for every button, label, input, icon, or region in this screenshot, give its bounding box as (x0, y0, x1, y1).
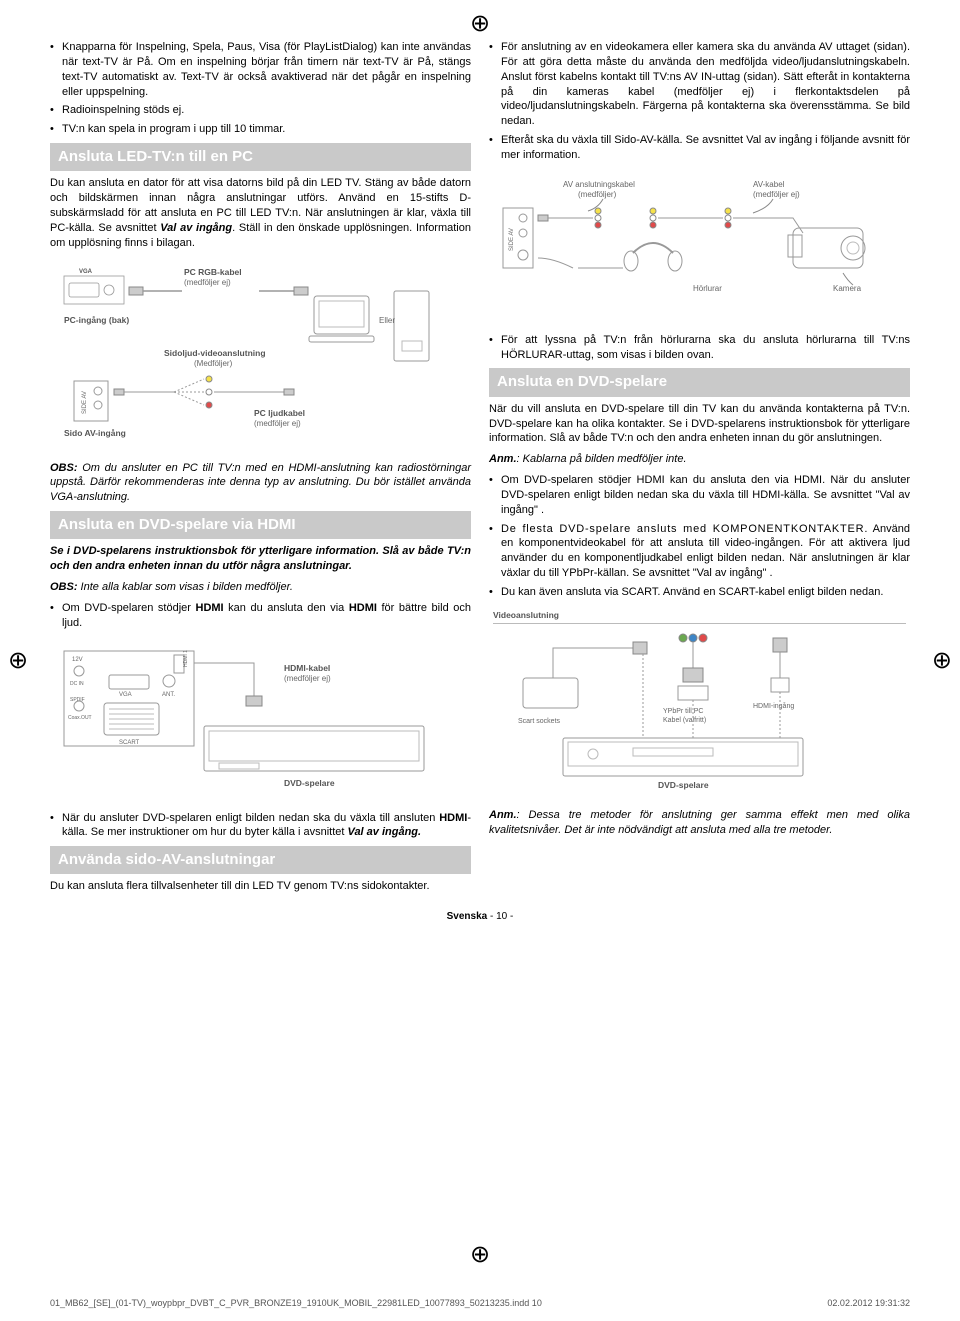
svg-text:HDMI-kabel: HDMI-kabel (284, 663, 330, 673)
paragraph: Se i DVD-spelarens instruktionsbok för y… (50, 544, 471, 574)
left-bullets-1: Knapparna för Inspelning, Spela, Paus, V… (50, 40, 471, 137)
obs-note-2: OBS: Inte alla kablar som visas i bilden… (50, 580, 471, 595)
bullet: TV:n kan spela in program i upp till 10 … (50, 122, 471, 137)
right-column: För anslutning av en videokamera eller k… (489, 40, 910, 900)
svg-text:(medföljer ej): (medföljer ej) (753, 190, 800, 199)
svg-text:HDMI-ingång: HDMI-ingång (753, 702, 794, 710)
bullet: När du ansluter DVD-spelaren enligt bild… (50, 811, 471, 841)
svg-text:SPDIF: SPDIF (70, 697, 85, 703)
print-file: 01_MB62_[SE]_(01-TV)_woypbpr_DVBT_C_PVR_… (50, 1297, 542, 1309)
print-date: 02.02.2012 19:31:32 (827, 1297, 910, 1309)
svg-text:AV-kabel: AV-kabel (753, 180, 785, 189)
bullet: Knapparna för Inspelning, Spela, Paus, V… (50, 40, 471, 99)
svg-text:(medföljer ej): (medföljer ej) (284, 674, 331, 683)
bullet: Efteråt ska du växla till Sido-AV-källa.… (489, 133, 910, 163)
svg-text:(medföljer ej): (medföljer ej) (254, 419, 301, 428)
heading-connect-dvd: Ansluta en DVD-spelare (489, 368, 910, 396)
left-column: Knapparna för Inspelning, Spela, Paus, V… (50, 40, 471, 900)
svg-text:Sido AV-ingång: Sido AV-ingång (64, 428, 126, 438)
crop-mark-right: ⊕ (932, 644, 952, 676)
heading-connect-pc: Ansluta LED-TV:n till en PC (50, 143, 471, 171)
bullet: För att lyssna på TV:n från hörlurarna s… (489, 333, 910, 363)
svg-text:HDMI 1: HDMI 1 (183, 649, 189, 666)
svg-text:SCART: SCART (119, 740, 140, 746)
svg-text:Coax.OUT: Coax.OUT (68, 715, 92, 721)
diagram-title: Videoanslutning (493, 610, 906, 624)
heading-side-av: Använda sido-AV-anslutningar (50, 846, 471, 874)
right-bullets-1: För anslutning av en videokamera eller k… (489, 40, 910, 163)
svg-text:Hörlurar: Hörlurar (693, 284, 722, 293)
svg-text:12V: 12V (72, 657, 83, 663)
left-bullets-2: Om DVD-spelaren stödjer HDMI kan du ansl… (50, 601, 471, 631)
svg-text:Scart sockets: Scart sockets (518, 718, 561, 725)
page-footer: Svenska - 10 - (50, 910, 910, 924)
svg-text:Eller: Eller (379, 316, 395, 325)
svg-text:Kabel (valfritt): Kabel (valfritt) (663, 717, 706, 724)
crop-mark-left: ⊕ (8, 644, 28, 676)
svg-text:VGA: VGA (119, 692, 132, 698)
diagram-camera: AV anslutningskabel (medföljer) AV-kabel… (489, 169, 910, 327)
bullet: Om DVD-spelaren stödjer HDMI kan du ansl… (489, 473, 910, 518)
svg-text:DVD-spelare: DVD-spelare (284, 778, 335, 788)
svg-text:SIDE AV: SIDE AV (509, 228, 515, 251)
svg-text:Kamera: Kamera (833, 284, 862, 293)
left-bullets-3: När du ansluter DVD-spelaren enligt bild… (50, 811, 471, 841)
bullet: Du kan även ansluta via SCART. Använd en… (489, 585, 910, 600)
print-metadata: 01_MB62_[SE]_(01-TV)_woypbpr_DVBT_C_PVR_… (50, 1297, 910, 1309)
heading-dvd-hdmi: Ansluta en DVD-spelare via HDMI (50, 511, 471, 539)
obs-note-1: OBS: Om du ansluter en PC till TV:n med … (50, 461, 471, 506)
svg-text:PC RGB-kabel: PC RGB-kabel (184, 267, 242, 277)
svg-text:VGA: VGA (79, 269, 93, 275)
paragraph: När du vill ansluta en DVD-spelare till … (489, 402, 910, 447)
right-bullets-3: Om DVD-spelaren stödjer HDMI kan du ansl… (489, 473, 910, 600)
paragraph: Du kan ansluta en dator för att visa dat… (50, 176, 471, 250)
svg-text:PC-ingång (bak): PC-ingång (bak) (64, 315, 129, 325)
svg-text:(medföljer): (medföljer) (578, 190, 617, 199)
crop-mark-top: ⊕ (470, 8, 490, 40)
diagram-pc-connection: VGA PC RGB-kabel (medföljer ej) PC-ingån… (50, 257, 471, 455)
main-columns: Knapparna för Inspelning, Spela, Paus, V… (50, 40, 910, 900)
bullet: För anslutning av en videokamera eller k… (489, 40, 910, 129)
bullet: Radioinspelning stöds ej. (50, 103, 471, 118)
svg-text:PC ljudkabel: PC ljudkabel (254, 408, 305, 418)
anm-note-1: Anm.: Kablarna på bilden medföljer inte. (489, 452, 910, 467)
svg-text:DC IN: DC IN (70, 681, 84, 687)
diagram-video-conn: Videoanslutning Scart sockets YPbPr till… (489, 606, 910, 802)
svg-text:Sidoljud-videoanslutning: Sidoljud-videoanslutning (164, 348, 266, 358)
svg-text:YPbPr till PC: YPbPr till PC (663, 708, 703, 715)
anm-note-2: Anm.: Dessa tre metoder för anslutning g… (489, 808, 910, 838)
bullet: Om DVD-spelaren stödjer HDMI kan du ansl… (50, 601, 471, 631)
diagram-hdmi-dvd: 12V DC IN VGA ANT. HDMI 1 SPDIF Coax.OUT (50, 637, 471, 805)
svg-text:DVD-spelare: DVD-spelare (658, 780, 709, 790)
svg-text:ANT.: ANT. (162, 692, 175, 698)
svg-text:SIDE AV: SIDE AV (82, 391, 88, 414)
svg-text:AV anslutningskabel: AV anslutningskabel (563, 180, 635, 189)
svg-text:(Medföljer): (Medföljer) (194, 359, 233, 368)
svg-text:(medföljer ej): (medföljer ej) (184, 278, 231, 287)
right-bullets-2: För att lyssna på TV:n från hörlurarna s… (489, 333, 910, 363)
bullet: De flesta DVD-spelare ansluts med KOMPON… (489, 522, 910, 581)
paragraph: Du kan ansluta flera tillvalsenheter til… (50, 879, 471, 894)
crop-mark-bottom: ⊕ (470, 1239, 490, 1271)
